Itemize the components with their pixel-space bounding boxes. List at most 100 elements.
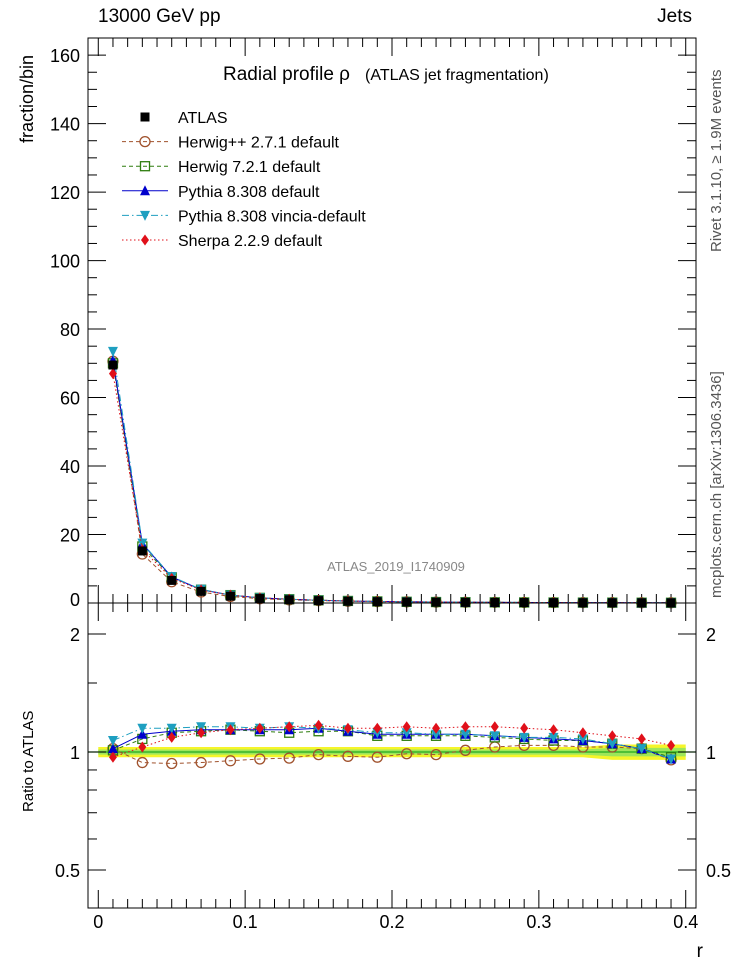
ratio-data-point <box>137 728 148 739</box>
main-y-tick-label: 20 <box>60 526 80 546</box>
ratio-data-point <box>432 722 441 734</box>
main-data-point <box>402 597 412 607</box>
main-y-tick-label: 0 <box>70 590 80 610</box>
ratio-data-point <box>667 739 676 751</box>
ratio-data-point <box>430 748 442 761</box>
main-data-point <box>490 597 500 607</box>
x-tick-label: 0.4 <box>673 912 698 932</box>
ratio-data-point <box>167 731 176 743</box>
ratio-data-point <box>608 730 617 742</box>
ratio-data-point <box>459 744 472 756</box>
ratio-data-point <box>224 755 237 767</box>
legend-entry-label: Pythia 8.308 vincia-default <box>178 208 366 225</box>
ratio-data-point <box>636 744 647 755</box>
ratio-y-tick-label-right: 2 <box>706 625 716 645</box>
ratio-data-point <box>107 736 118 747</box>
header-left-label: 13000 GeV pp <box>98 6 221 27</box>
main-data-point <box>431 597 441 607</box>
ratio-data-point <box>342 750 354 762</box>
ratio-series-line <box>112 727 672 760</box>
ratio-data-point <box>431 729 442 740</box>
ratio-y-tick-label: 2 <box>70 625 80 645</box>
ratio-data-point <box>195 756 207 769</box>
main-data-point <box>137 538 148 549</box>
main-plot-panel: 20 40 60 80 100 120 140 160 0 Radial profile ρ (AT… <box>50 37 697 610</box>
x-tick-label: 0.2 <box>379 912 404 932</box>
ratio-data-point <box>373 722 382 734</box>
ratio-series-line <box>112 724 672 758</box>
ratio-data-point <box>107 743 118 754</box>
ratio-data-point <box>578 727 587 739</box>
ratio-data-point <box>666 754 677 765</box>
legend-entry-label: ATLAS <box>178 110 228 127</box>
ratio-series-line <box>112 729 672 758</box>
main-data-point <box>372 597 382 607</box>
main-data-point <box>108 368 117 380</box>
legend-marker <box>140 210 150 221</box>
ratio-y-tick-label: 1 <box>70 743 80 763</box>
main-data-point <box>167 575 177 585</box>
ratio-data-point <box>254 753 266 765</box>
ratio-data-point <box>549 724 558 736</box>
legend-marker <box>139 135 151 148</box>
ratio-data-point <box>283 752 295 764</box>
main-y-tick-label: 60 <box>60 389 80 409</box>
main-y-tick-label: 80 <box>60 320 80 340</box>
ratio-y-tick-label-right: 0.5 <box>706 861 731 881</box>
header-right-label: Jets <box>657 6 692 27</box>
ratio-data-point <box>401 728 412 739</box>
legend-entry-label: Sherpa 2.2.9 default <box>178 233 323 250</box>
legend-entry-label: Herwig++ 2.7.1 default <box>178 135 340 152</box>
main-y-tick-label: 40 <box>60 457 80 477</box>
ratio-data-point <box>108 751 117 763</box>
ratio-data-point <box>371 751 383 763</box>
main-y-tick-label: 140 <box>50 115 80 135</box>
chart-title-suffix: (ATLAS jet fragmentation) <box>365 67 549 84</box>
ratio-plot-panel: 0.5 0.5 1 1 2 2 0 0.1 0.2 0.3 0.4 r <box>55 602 731 962</box>
legend-entry-label: Herwig 7.2.1 default <box>178 159 321 176</box>
ratio-data-point <box>519 732 530 743</box>
x-tick-label: 0.1 <box>233 912 258 932</box>
ratio-data-point <box>166 723 177 734</box>
ratio-data-point <box>520 722 529 734</box>
main-data-point <box>107 346 118 357</box>
ratio-data-point <box>489 731 500 742</box>
legend-marker <box>140 112 150 122</box>
main-data-point <box>196 586 206 596</box>
legend-entry-label: Pythia 8.308 default <box>178 184 320 201</box>
ratio-data-point <box>137 723 148 734</box>
ratio-data-point <box>460 729 471 740</box>
ratio-data-point <box>343 722 352 734</box>
ratio-data-point <box>197 727 206 739</box>
ratio-y-tick-label-right: 1 <box>706 743 716 763</box>
ratio-data-point <box>285 721 294 733</box>
ratio-data-point <box>401 748 413 760</box>
main-data-point <box>255 594 265 604</box>
x-tick-label: 0.3 <box>526 912 551 932</box>
main-y-tick-label: 100 <box>50 252 80 272</box>
main-y-tick-label: 120 <box>50 183 80 203</box>
main-data-point <box>314 596 324 606</box>
ratio-data-point <box>461 721 470 733</box>
ratio-data-point <box>577 734 588 745</box>
main-data-point <box>137 546 147 556</box>
main-data-point <box>284 595 294 605</box>
ratio-data-point <box>314 719 323 731</box>
ratio-y-tick-label: 0.5 <box>55 861 80 881</box>
x-axis-label: r <box>697 941 704 962</box>
ratio-series-line <box>112 726 672 760</box>
chart-title: Radial profile ρ <box>223 64 350 85</box>
analysis-watermark: ATLAS_2019_I1740909 <box>327 559 465 574</box>
ratio-data-point <box>402 721 411 733</box>
legend-marker <box>141 234 149 246</box>
ratio-data-point <box>136 756 148 769</box>
ratio-data-point <box>226 724 235 736</box>
ratio-data-point <box>548 732 559 743</box>
ratio-data-point <box>255 722 264 734</box>
main-data-point <box>108 360 118 370</box>
main-data-point <box>343 596 353 606</box>
main-data-point <box>225 591 235 601</box>
main-data-point <box>460 597 470 607</box>
ratio-data-point <box>637 733 646 745</box>
